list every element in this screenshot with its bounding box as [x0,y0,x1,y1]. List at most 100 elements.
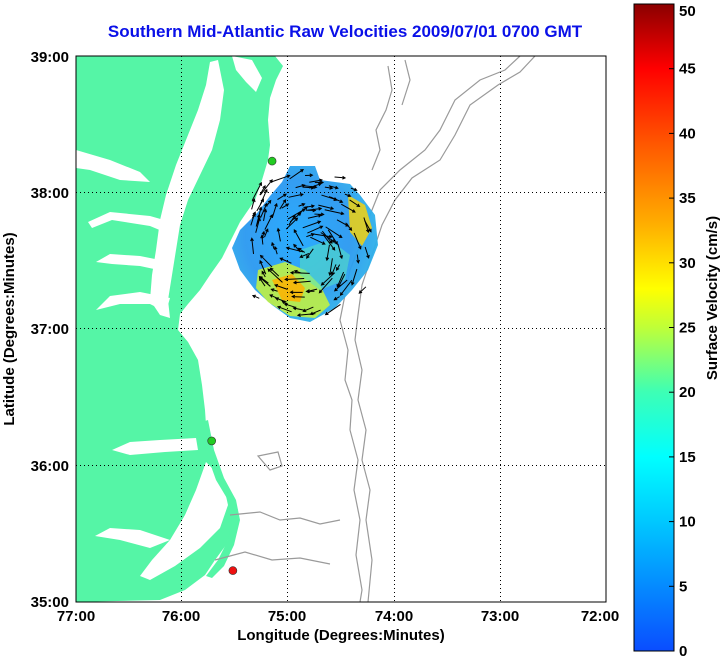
velocity-arrow [306,288,318,293]
colorbar-tick-label: 25 [679,320,696,337]
colorbar-ticks: 0 5 10 15 20 25 30 35 40 45 50 [669,3,696,659]
velocity-arrow [264,214,273,230]
y-tick-labels: 39:00 38:00 37:00 36:00 35:00 [31,49,69,611]
velocity-arrow [305,173,314,178]
velocity-arrow [251,294,260,299]
velocity-arrow [350,187,358,192]
velocity-arrow [271,202,278,218]
velocity-arrow [308,182,322,189]
velocity-arrow [310,236,326,245]
velocity-arrow [276,305,292,313]
colorbar-tick-label: 45 [679,61,696,78]
velocity-arrow [293,228,304,247]
velocity-arrow [339,279,353,296]
y-tick-label: 37:00 [31,321,69,338]
velocity-arrow [313,233,333,239]
velocity-arrow [328,258,333,277]
velocity-arrow [258,276,271,287]
velocity-arrow [285,217,299,230]
velocity-arrow [277,193,287,200]
velocity-arrows [250,168,372,317]
velocity-arrow [269,267,280,277]
x-tick-labels: 77:00 76:00 75:00 74:00 73:00 72:00 [57,608,619,625]
velocity-arrow [274,284,288,290]
radar-station-marker [228,566,238,575]
pamlico-sound [140,462,228,580]
colorbar-tick-label: 30 [679,255,696,272]
colorbar-tick-label: 35 [679,190,696,207]
velocity-arrow [276,227,281,242]
potomac-river [88,212,178,236]
x-tick-label: 72:00 [581,608,619,625]
velocity-arrow [344,193,352,198]
velocity-arrow [284,277,305,282]
velocity-arrow [251,211,256,219]
colorbar-label: Surface Velocity (cm/s) [704,216,721,380]
velocity-arrow [273,245,278,255]
velocity-arrow [289,168,305,180]
velocity-arrow [287,208,306,220]
velocity-arrow [256,198,264,212]
velocity-arrow [349,199,361,208]
velocity-arrow [302,306,314,313]
x-tick-label: 74:00 [375,608,413,625]
colorbar-tick-label: 0 [679,643,687,659]
velocity-hotspot-core [272,274,305,302]
velocity-arrow [285,246,304,253]
radar-station-marker [267,156,277,166]
x-tick-label: 73:00 [481,608,519,625]
colorbar-tick-label: 40 [679,125,696,142]
velocity-arrow [250,237,255,254]
chesapeake-bay [150,60,224,318]
velocity-arrow [289,290,303,295]
velocity-arrow [333,296,340,301]
velocity-arrow [340,203,356,213]
velocity-arrow [308,206,323,211]
radar-stations [207,56,300,575]
velocity-arrow [318,277,333,294]
velocity-arrow [356,254,360,264]
velocity-arrow [318,204,335,210]
velocity-arrow [251,198,256,210]
velocity-arrow [307,225,324,234]
velocity-teal-band [300,240,350,290]
velocity-arrow [271,241,275,250]
velocity-arrow [324,186,334,190]
velocity-arrow [261,270,266,278]
velocity-arrow [298,203,306,207]
velocity-arrow [288,192,304,198]
velocity-arrow [305,208,317,213]
plot-frame [75,55,607,603]
velocity-arrow [255,206,263,227]
velocity-arrow [358,286,367,294]
velocity-arrow [327,229,338,246]
velocity-arrow [263,208,268,222]
pamlico-river [95,528,170,548]
velocity-arrow [259,259,267,275]
velocity-arrow [267,268,283,283]
y-tick-label: 35:00 [31,594,69,611]
velocity-arrow [345,222,353,232]
velocity-arrow [353,232,362,250]
colorbar-tick-label: 10 [679,514,696,531]
chesapeake-upper-creek [76,150,150,182]
velocity-arrow [330,264,337,276]
velocity-arrow [281,300,288,305]
velocity-arrow [363,217,370,234]
velocity-arrow [321,230,333,244]
rappahannock-river [96,254,170,272]
velocity-arrow [279,199,287,210]
colorbar-tick-label: 5 [679,578,687,595]
colorbar-tick-label: 50 [679,3,696,20]
velocity-arrow [264,228,269,238]
velocity-arrow [293,269,302,274]
velocity-arrow [325,244,330,262]
outer-banks [202,420,240,578]
x-tick-label: 77:00 [57,608,95,625]
delaware-bay [232,56,262,92]
velocity-arrow [291,294,305,299]
albemarle-sound [112,438,198,455]
y-tick-label: 38:00 [31,185,69,202]
velocity-arrow [292,280,311,285]
